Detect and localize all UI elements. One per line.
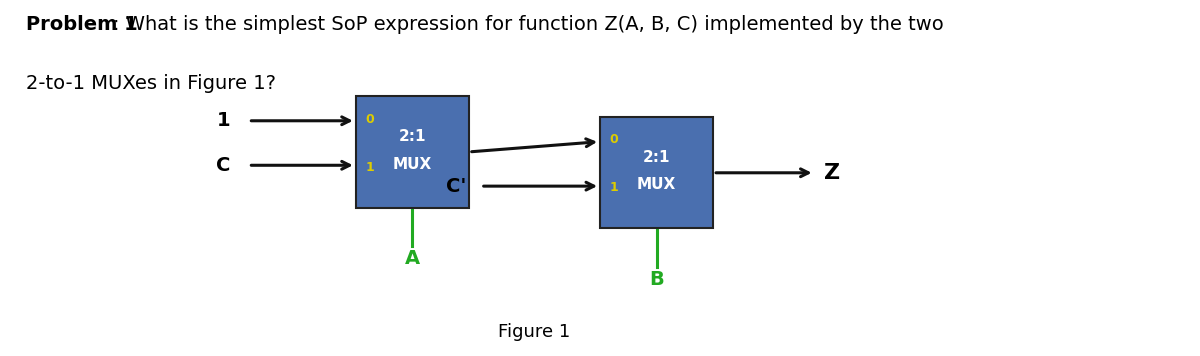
Text: 2-to-1 MUXes in Figure 1?: 2-to-1 MUXes in Figure 1? — [25, 74, 276, 93]
Text: Problem 1: Problem 1 — [25, 15, 137, 33]
Text: 1: 1 — [217, 111, 230, 130]
Text: Z: Z — [824, 163, 840, 183]
Text: 2:1: 2:1 — [643, 150, 671, 164]
Text: MUX: MUX — [392, 157, 432, 172]
Text: 2:1: 2:1 — [398, 129, 426, 144]
Text: 1: 1 — [365, 161, 374, 173]
Text: Figure 1: Figure 1 — [498, 323, 570, 341]
Text: MUX: MUX — [637, 177, 677, 193]
Bar — [355, 96, 469, 208]
Text: A: A — [404, 249, 420, 268]
Bar — [600, 117, 713, 229]
Text: 0: 0 — [610, 134, 618, 146]
Text: B: B — [649, 270, 664, 289]
Text: : What is the simplest SoP expression for function Z(A, B, C) implemented by the: : What is the simplest SoP expression fo… — [113, 15, 943, 33]
Text: 1: 1 — [610, 181, 618, 194]
Text: 0: 0 — [365, 112, 374, 126]
Text: C: C — [216, 156, 230, 175]
Text: C': C' — [446, 177, 467, 196]
